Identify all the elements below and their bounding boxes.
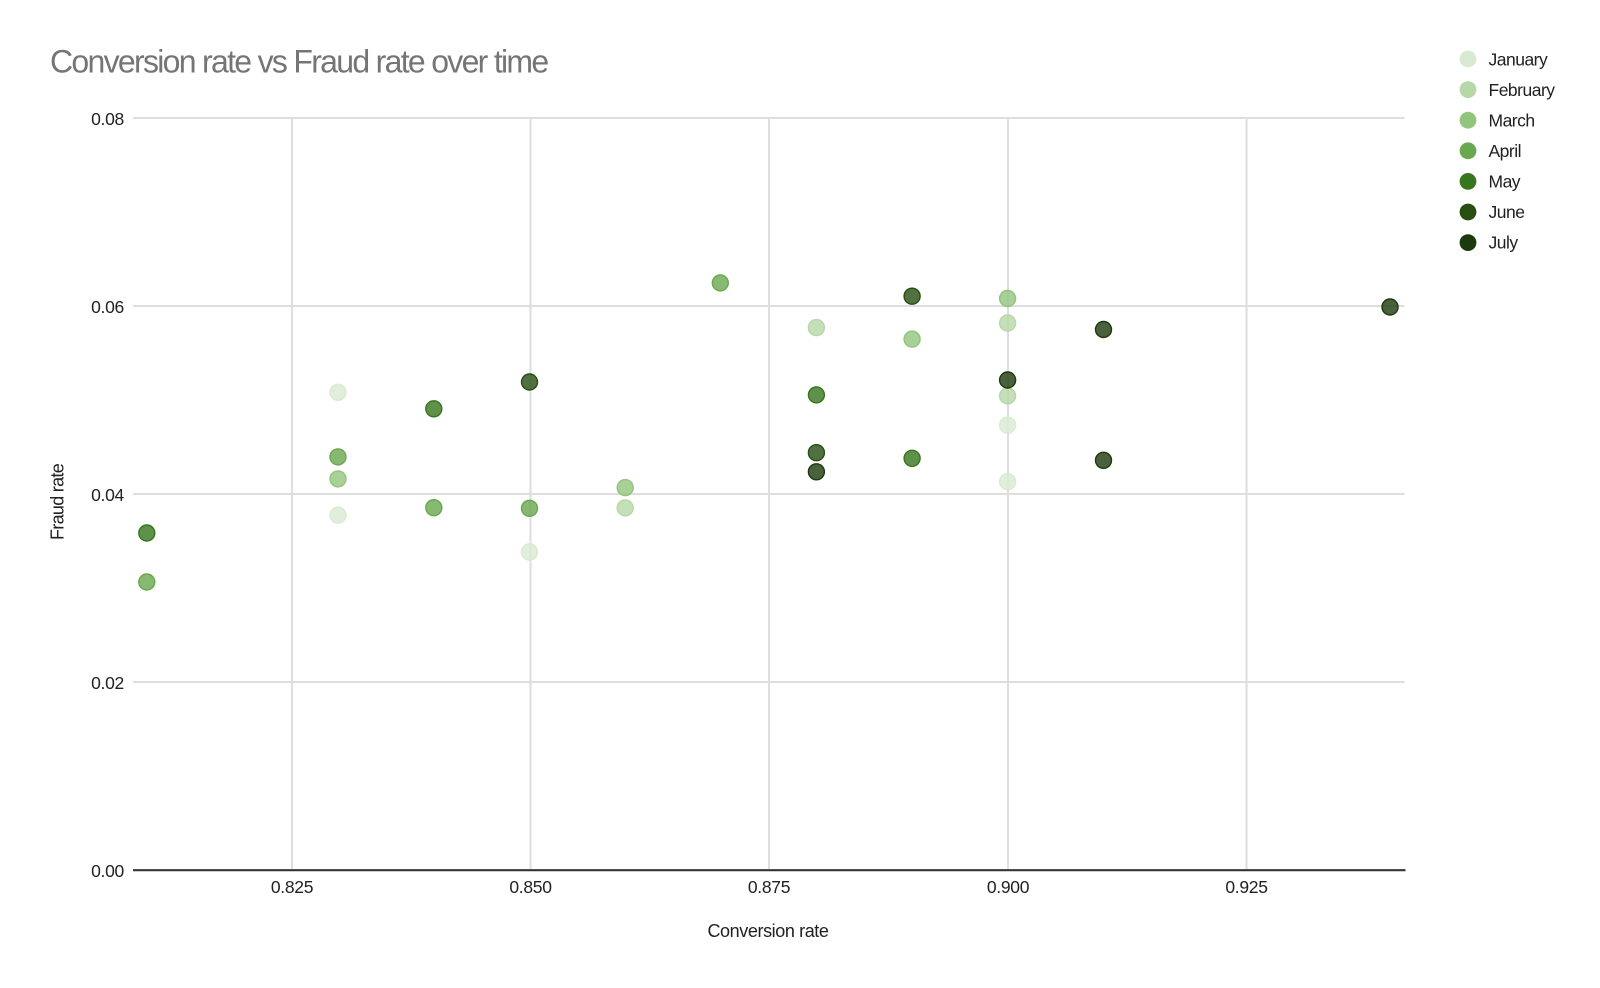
- svg-text:0.08: 0.08: [91, 109, 124, 129]
- svg-text:0.825: 0.825: [271, 877, 313, 897]
- svg-text:0.900: 0.900: [987, 877, 1030, 897]
- svg-text:0.02: 0.02: [91, 673, 124, 693]
- svg-text:Conversion rate: Conversion rate: [707, 921, 828, 941]
- svg-text:June: June: [1489, 202, 1525, 222]
- svg-text:July: July: [1489, 233, 1519, 253]
- svg-text:April: April: [1489, 141, 1522, 161]
- svg-text:May: May: [1489, 172, 1521, 192]
- svg-text:Conversion rate vs Fraud rate: Conversion rate vs Fraud rate over time: [50, 44, 548, 80]
- svg-text:0.850: 0.850: [509, 877, 552, 897]
- svg-text:March: March: [1489, 111, 1535, 131]
- svg-text:0.00: 0.00: [91, 861, 124, 881]
- svg-text:0.875: 0.875: [748, 877, 790, 897]
- svg-text:January: January: [1489, 50, 1549, 70]
- svg-text:0.04: 0.04: [91, 485, 124, 505]
- svg-text:0.06: 0.06: [91, 297, 124, 317]
- svg-text:Fraud rate: Fraud rate: [48, 463, 68, 540]
- svg-text:0.925: 0.925: [1225, 877, 1267, 897]
- svg-text:February: February: [1489, 80, 1556, 100]
